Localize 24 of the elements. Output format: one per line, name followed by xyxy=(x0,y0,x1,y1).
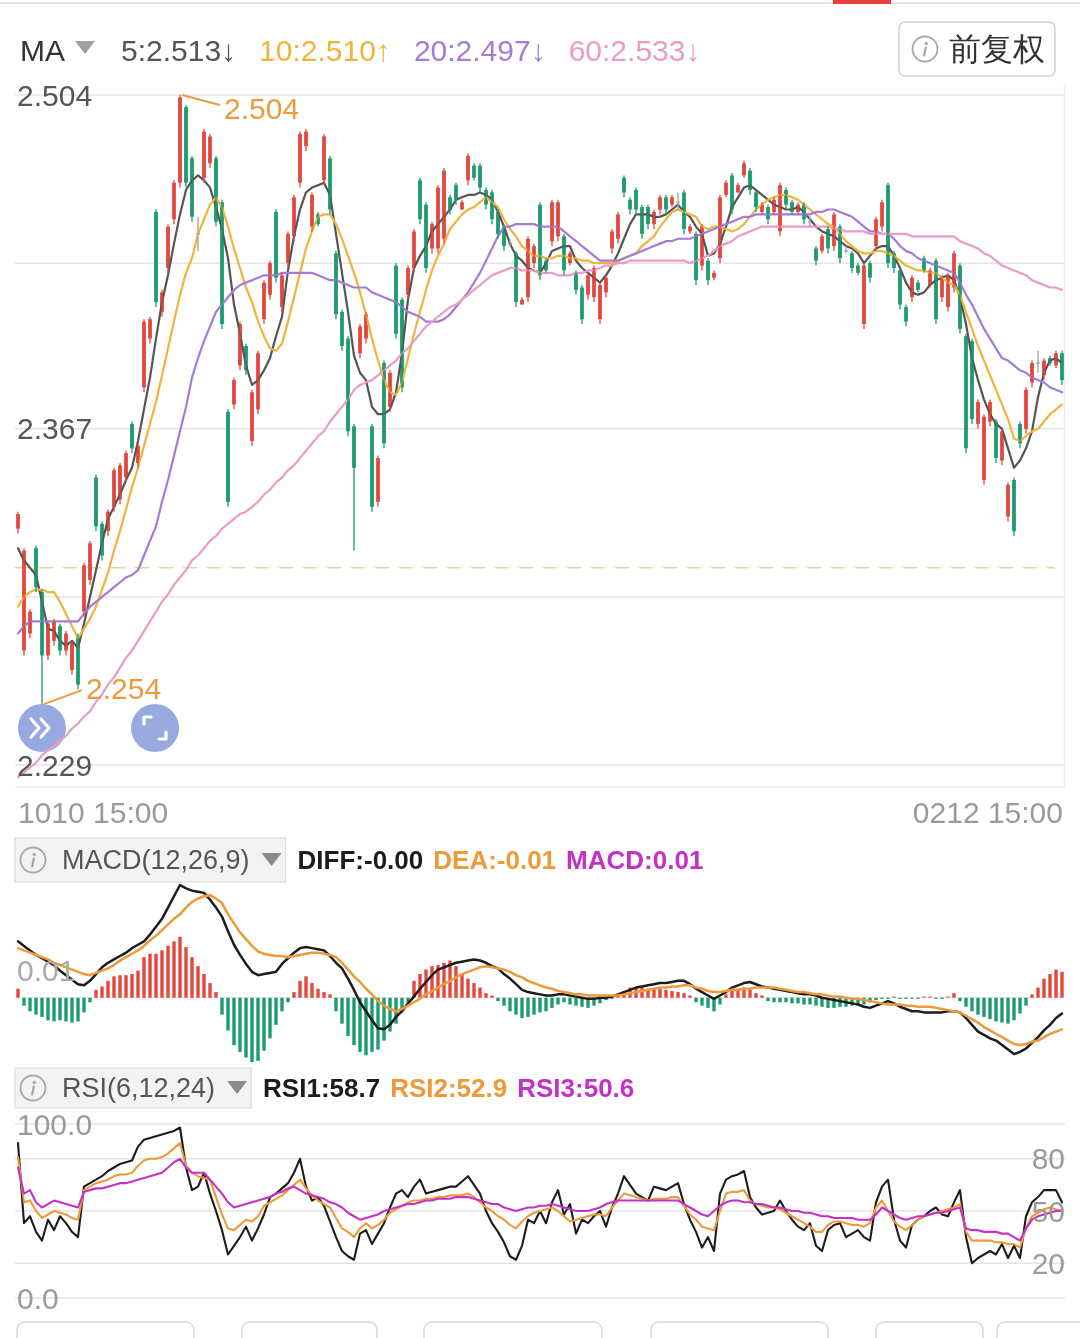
text: MACD:0.01 xyxy=(566,845,704,875)
y2-tick-label: 20 xyxy=(1031,1246,1065,1280)
text: 60:2.533↓ xyxy=(568,33,701,67)
legend-title: RSI(6,12,24) xyxy=(62,1073,216,1103)
text: 0212 15:00 xyxy=(912,795,1063,829)
y-tick-label: 100.0 xyxy=(17,1107,93,1141)
text: DEA:-0.01 xyxy=(433,845,557,875)
y-tick-label: 0.0 xyxy=(17,1281,59,1315)
y-tick-label: 2.504 xyxy=(17,78,93,112)
annotation: 2.504 xyxy=(224,91,300,125)
text: DIFF:-0.00 xyxy=(297,845,424,875)
text: RSI3:50.6 xyxy=(517,1073,635,1103)
text: RSI1:58.7 xyxy=(263,1073,381,1103)
legend-title: MACD(12,26,9) xyxy=(62,845,250,875)
text: 20:2.497↓ xyxy=(413,33,546,67)
annotation: 2.254 xyxy=(86,671,162,705)
legend-title: MA xyxy=(20,33,65,67)
text: RSI2:52.9 xyxy=(390,1073,508,1103)
text: 1010 15:00 xyxy=(18,795,169,829)
y-tick-label: 2.367 xyxy=(17,412,93,446)
y2-tick-label: 80 xyxy=(1031,1142,1065,1176)
text: 10:2.510↑ xyxy=(259,33,391,67)
text: 前复权 xyxy=(949,31,1045,67)
text: 5:2.513↓ xyxy=(121,33,237,67)
